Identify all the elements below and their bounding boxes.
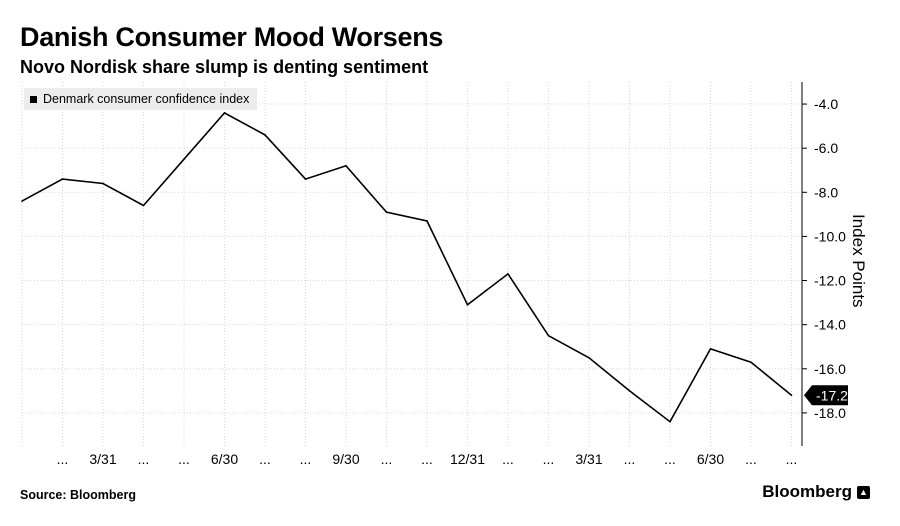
x-tick-label: ... xyxy=(381,451,393,467)
x-tick-label: 6/30 xyxy=(211,451,238,467)
brand-logo: Bloomberg ▲ xyxy=(762,482,870,502)
chart-title: Danish Consumer Mood Worsens xyxy=(20,22,444,52)
y-tick-label: -8.0 xyxy=(814,184,838,200)
data-point xyxy=(426,220,428,222)
x-tick-label: 3/31 xyxy=(575,451,602,467)
data-point xyxy=(61,178,64,180)
data-point xyxy=(21,200,23,202)
x-tick-label: ... xyxy=(57,451,69,467)
data-point xyxy=(547,334,550,337)
data-point xyxy=(669,420,671,423)
legend: Denmark consumer confidence index xyxy=(24,88,258,110)
data-point xyxy=(466,304,469,306)
data-point xyxy=(385,211,388,213)
brand-mark-icon: ▲ xyxy=(857,485,870,499)
data-point xyxy=(709,348,712,350)
source-note: Source: Bloomberg xyxy=(20,488,136,502)
data-point xyxy=(628,390,631,392)
data-point xyxy=(102,182,104,185)
x-tick-label: ... xyxy=(259,451,271,467)
x-tick-label: 3/31 xyxy=(89,451,116,467)
data-point xyxy=(750,361,752,363)
last-value-label: -17.2 xyxy=(816,387,848,403)
data-point xyxy=(507,273,509,275)
x-tick-label: ... xyxy=(664,451,676,467)
x-tick-label: ... xyxy=(786,451,798,467)
y-tick-label: -6.0 xyxy=(814,140,838,156)
y-tick-label: -14.0 xyxy=(814,317,846,333)
x-tick-label: ... xyxy=(421,451,433,467)
x-tick-label: ... xyxy=(624,451,636,467)
y-tick-label: -16.0 xyxy=(814,361,846,377)
series-line xyxy=(21,111,793,423)
x-tick-label: ... xyxy=(300,451,312,467)
brand-name: Bloomberg xyxy=(762,482,852,501)
x-tick-label: ... xyxy=(178,451,190,467)
x-tick-label: 12/31 xyxy=(450,451,485,467)
data-point xyxy=(790,394,793,397)
chart-subtitle: Novo Nordisk share slump is denting sent… xyxy=(20,57,429,77)
x-tick-label: 6/30 xyxy=(697,451,724,467)
y-tick-label: -10.0 xyxy=(814,228,846,244)
x-tick-label: ... xyxy=(543,451,555,467)
data-point xyxy=(142,204,145,207)
data-point xyxy=(588,356,590,359)
x-tick-label: ... xyxy=(138,451,150,467)
y-tick-label: -12.0 xyxy=(814,273,846,289)
data-point xyxy=(183,158,185,161)
x-tick-label: ... xyxy=(502,451,514,467)
data-point xyxy=(345,165,347,167)
data-point xyxy=(223,112,226,114)
y-tick-label: -18.0 xyxy=(814,405,846,421)
x-tick-label: ... xyxy=(745,451,757,467)
last-value-callout xyxy=(804,385,848,406)
y-axis-title: Index Points xyxy=(849,214,868,308)
y-tick-label: -4.0 xyxy=(814,96,838,112)
legend-label: Denmark consumer confidence index xyxy=(43,92,250,106)
data-point xyxy=(264,134,266,136)
data-point xyxy=(304,178,307,180)
x-tick-label: 9/30 xyxy=(332,451,359,467)
legend-swatch xyxy=(30,95,37,103)
